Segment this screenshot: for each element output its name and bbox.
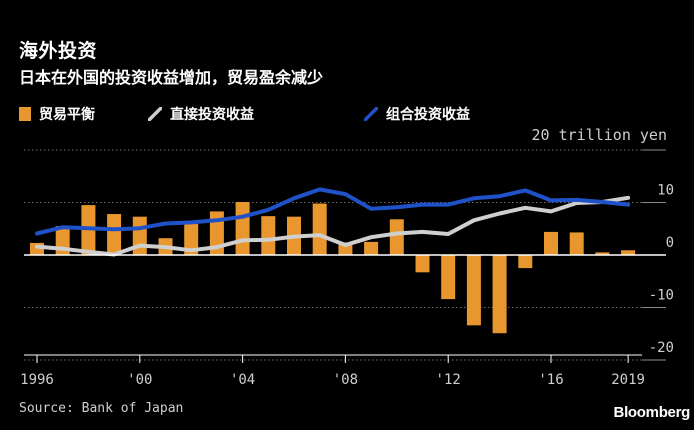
bar (107, 214, 122, 255)
gray-line-swatch-icon (148, 107, 162, 121)
x-tick-label: '12 (436, 372, 461, 388)
bar (569, 232, 584, 255)
y-tick-label: -10 (649, 288, 674, 304)
legend-item-portfolio-investment: 组合投资收益 (364, 104, 470, 124)
bar (621, 250, 636, 255)
blue-line-swatch-icon (364, 107, 378, 121)
bar (518, 255, 533, 269)
bar (492, 255, 507, 334)
legend-label: 直接投资收益 (170, 107, 254, 123)
direct-investment-line (35, 195, 631, 257)
x-tick-label: '04 (230, 372, 255, 388)
axes: -20 -10 0 10 1996 '00 '04 '08 '12 '16 2019 (20, 183, 674, 389)
bar-series (30, 201, 636, 334)
bar (544, 231, 558, 255)
bar (184, 224, 199, 255)
x-tick-label: 2019 (611, 372, 645, 388)
bar (415, 255, 430, 273)
legend-item-direct-investment: 直接投资收益 (148, 104, 254, 124)
chart-subtitle: 日本在外国的投资收益增加，贸易盈余减少 (19, 68, 324, 87)
portfolio-investment-line (35, 187, 631, 236)
bar (389, 219, 404, 255)
legend-label: 贸易平衡 (39, 107, 95, 123)
bar (312, 203, 327, 255)
bar (235, 201, 250, 255)
legend-item-trade-balance: 贸易平衡 (19, 104, 95, 124)
chart-title: 海外投资 (19, 40, 98, 62)
x-tick-label: '16 (538, 372, 563, 388)
bloomberg-logo: Bloomberg (613, 404, 691, 421)
y-tick-label: 10 (657, 183, 674, 199)
bar (364, 241, 379, 255)
bar (466, 255, 481, 326)
x-tick-label: '08 (333, 372, 358, 388)
bar-swatch-icon (19, 107, 31, 121)
y-tick-label: -20 (649, 340, 674, 356)
y-tick-label: 0 (666, 235, 674, 251)
bar (441, 255, 456, 300)
bar (595, 252, 610, 255)
x-tick-label: 1996 (20, 372, 54, 388)
legend: 贸易平衡 直接投资收益 组合投资收益 (0, 104, 694, 124)
source-note: Source: Bank of Japan (19, 401, 184, 416)
legend-label: 组合投资收益 (386, 107, 470, 123)
line-series (35, 187, 631, 257)
x-tick-label: '00 (127, 372, 152, 388)
y-axis-unit: 20 trillion yen (531, 126, 667, 144)
bar (261, 216, 276, 255)
